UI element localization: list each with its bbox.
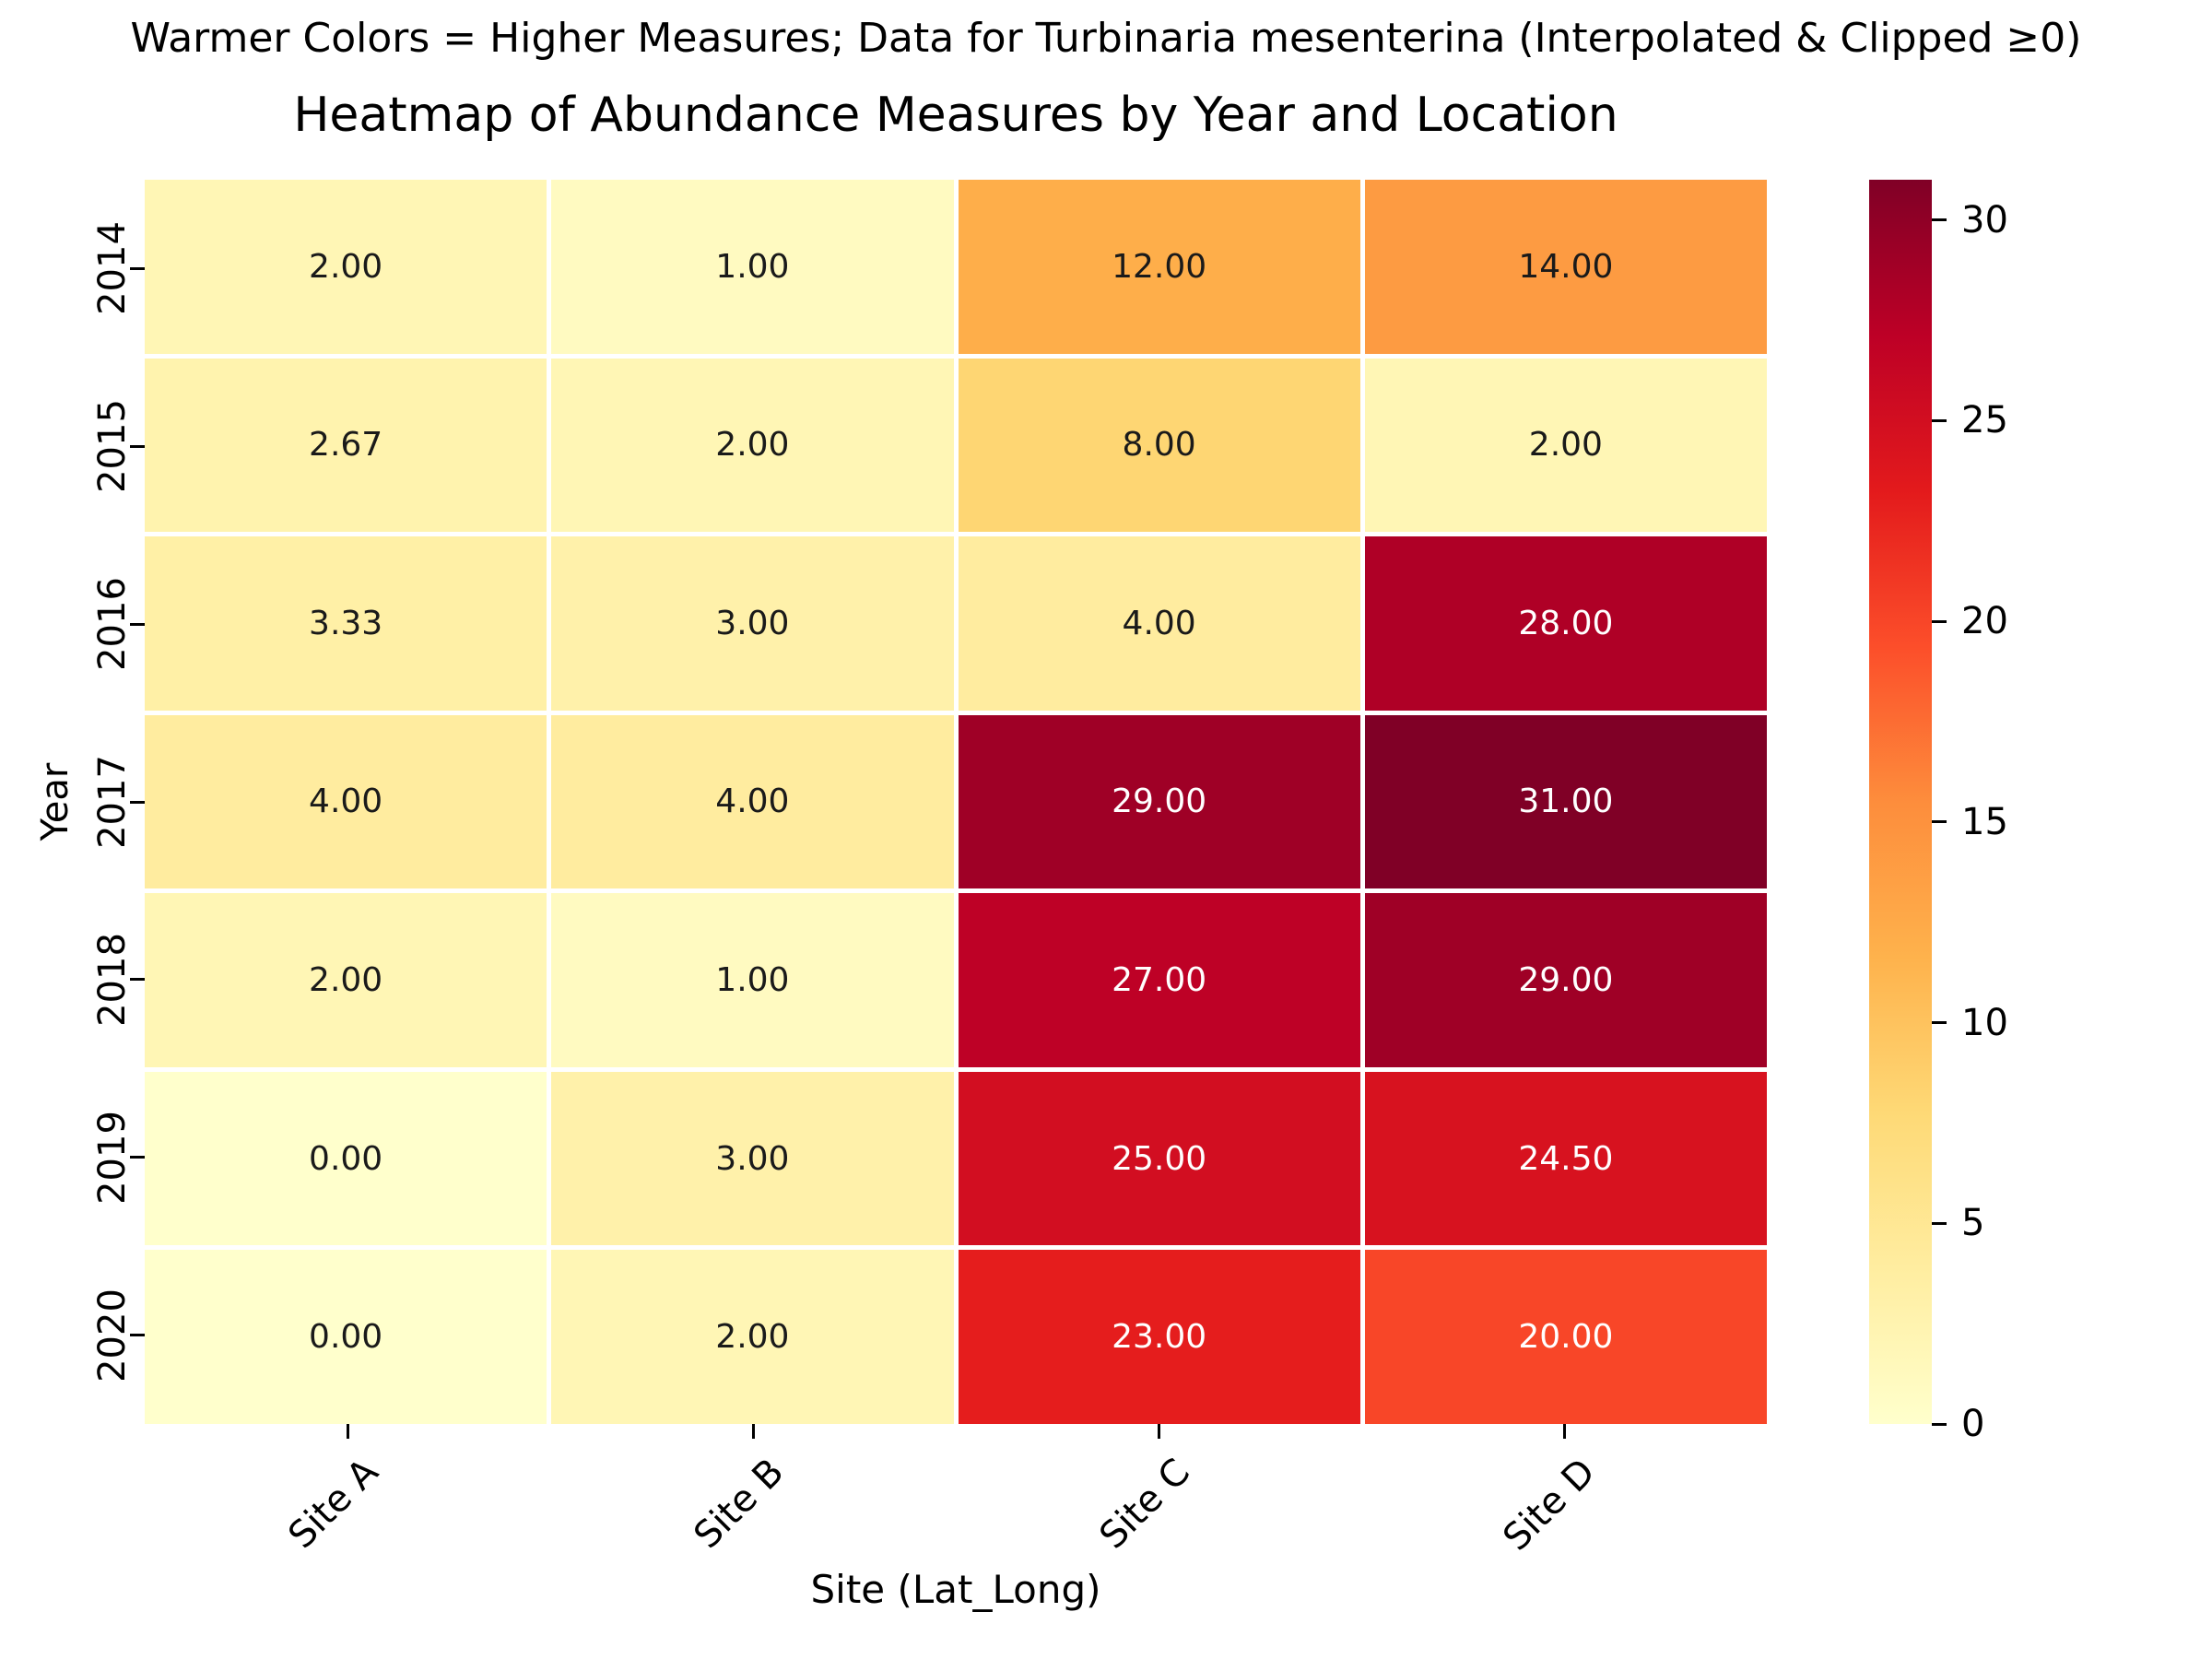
cell-value: 24.50 [1518, 1139, 1614, 1178]
colorbar-tick-label: 5 [1961, 1202, 1985, 1245]
y-tick [130, 1156, 145, 1159]
chart-title: Heatmap of Abundance Measures by Year an… [293, 88, 1618, 143]
colorbar-tick-label: 20 [1961, 600, 2008, 643]
cell-value: 1.00 [715, 961, 790, 1000]
cell-value: 8.00 [1122, 426, 1196, 465]
cell-value: 31.00 [1518, 782, 1614, 821]
cell-value: 4.00 [309, 782, 383, 821]
colorbar-tick [1932, 1221, 1947, 1225]
colorbar-tick-label: 15 [1961, 800, 2008, 843]
y-tick-label: 2019 [91, 1110, 134, 1205]
colorbar-tick-label: 10 [1961, 1001, 2008, 1044]
cell-value: 2.00 [309, 247, 383, 286]
y-tick-label: 2018 [91, 932, 134, 1027]
heatmap-cell: 24.50 [1364, 1071, 1767, 1246]
cell-value: 0.00 [309, 1139, 383, 1178]
x-tick-label: Site D [1494, 1451, 1604, 1559]
colorbar-tick-label: 30 [1961, 198, 2008, 241]
cell-value: 14.00 [1518, 247, 1614, 286]
x-tick-label: Site C [1090, 1451, 1198, 1558]
colorbar-tick-label: 0 [1961, 1403, 1985, 1445]
heatmap-cell: 23.00 [958, 1250, 1360, 1424]
x-tick [751, 1424, 755, 1439]
y-axis-label: Year [34, 762, 76, 841]
heatmap-cell: 4.00 [145, 714, 547, 889]
cell-value: 4.00 [715, 782, 790, 821]
heatmap-cell: 2.00 [1364, 358, 1767, 533]
y-tick-label: 2015 [91, 399, 134, 494]
colorbar-tick [1932, 418, 1947, 422]
heatmap-cell: 2.00 [145, 180, 547, 354]
x-tick [1562, 1424, 1566, 1439]
colorbar-tick [1932, 1021, 1947, 1025]
y-tick-label: 2014 [91, 221, 134, 316]
y-tick-label: 2017 [91, 755, 134, 849]
colorbar-tick [1932, 218, 1947, 222]
heatmap-cell: 0.00 [145, 1071, 547, 1246]
heatmap-cell: 2.00 [551, 1250, 954, 1424]
x-axis-label: Site (Lat_Long) [810, 1567, 1101, 1612]
cell-value: 2.67 [309, 426, 383, 465]
x-tick [346, 1424, 349, 1439]
cell-value: 12.00 [1112, 247, 1207, 286]
heatmap-cell: 3.00 [551, 1071, 954, 1246]
heatmap-cell: 8.00 [958, 358, 1360, 533]
cell-value: 4.00 [1122, 604, 1196, 642]
cell-value: 2.00 [1528, 426, 1603, 465]
cell-value: 20.00 [1518, 1318, 1614, 1357]
cell-value: 27.00 [1112, 961, 1207, 1000]
cell-value: 23.00 [1112, 1318, 1207, 1357]
cell-value: 28.00 [1518, 604, 1614, 642]
figure-suptitle: Warmer Colors = Higher Measures; Data fo… [130, 15, 2082, 62]
heatmap-cell: 1.00 [551, 893, 954, 1067]
heatmap-cell: 4.00 [958, 536, 1360, 711]
heatmap-cell: 2.00 [551, 358, 954, 533]
cell-value: 3.33 [309, 604, 383, 642]
heatmap-cell: 2.67 [145, 358, 547, 533]
heatmap-cell: 4.00 [551, 714, 954, 889]
heatmap-cell: 3.00 [551, 536, 954, 711]
heatmap-cell: 12.00 [958, 180, 1360, 354]
heatmap-cell: 0.00 [145, 1250, 547, 1424]
cell-value: 3.00 [715, 604, 790, 642]
x-tick-label: Site B [686, 1451, 793, 1558]
cell-value: 2.00 [715, 1318, 790, 1357]
heatmap-cell: 31.00 [1364, 714, 1767, 889]
colorbar-gradient [1869, 180, 1932, 1424]
y-tick [130, 800, 145, 804]
heatmap-cell: 20.00 [1364, 1250, 1767, 1424]
colorbar-tick [1932, 820, 1947, 824]
heatmap-cell: 2.00 [145, 893, 547, 1067]
heatmap-cell: 1.00 [551, 180, 954, 354]
heatmap-cell: 25.00 [958, 1071, 1360, 1246]
heatmap-cell: 29.00 [958, 714, 1360, 889]
y-tick [130, 978, 145, 982]
y-tick [130, 1334, 145, 1337]
cell-value: 25.00 [1112, 1139, 1207, 1178]
heatmap-cell: 27.00 [958, 893, 1360, 1067]
heatmap-cell: 14.00 [1364, 180, 1767, 354]
colorbar-tick [1932, 619, 1947, 623]
cell-value: 29.00 [1518, 961, 1614, 1000]
x-tick [1157, 1424, 1160, 1439]
colorbar-tick [1932, 1422, 1947, 1426]
heatmap-cell: 29.00 [1364, 893, 1767, 1067]
cell-value: 2.00 [309, 961, 383, 1000]
cell-value: 1.00 [715, 247, 790, 286]
cell-value: 0.00 [309, 1318, 383, 1357]
y-tick [130, 266, 145, 270]
y-tick [130, 444, 145, 448]
colorbar-tick-label: 25 [1961, 399, 2008, 442]
heatmap-cell: 28.00 [1364, 536, 1767, 711]
y-tick-label: 2016 [91, 577, 134, 672]
y-tick-label: 2020 [91, 1288, 134, 1382]
heatmap-cell: 3.33 [145, 536, 547, 711]
cell-value: 3.00 [715, 1139, 790, 1178]
cell-value: 29.00 [1112, 782, 1207, 821]
y-tick [130, 622, 145, 626]
heatmap-grid: 2.00 1.00 12.00 14.00 2.67 2.00 8.00 2.00 3.33 3.… [145, 180, 1767, 1424]
x-tick-label: Site A [280, 1451, 387, 1558]
cell-value: 2.00 [715, 426, 790, 465]
